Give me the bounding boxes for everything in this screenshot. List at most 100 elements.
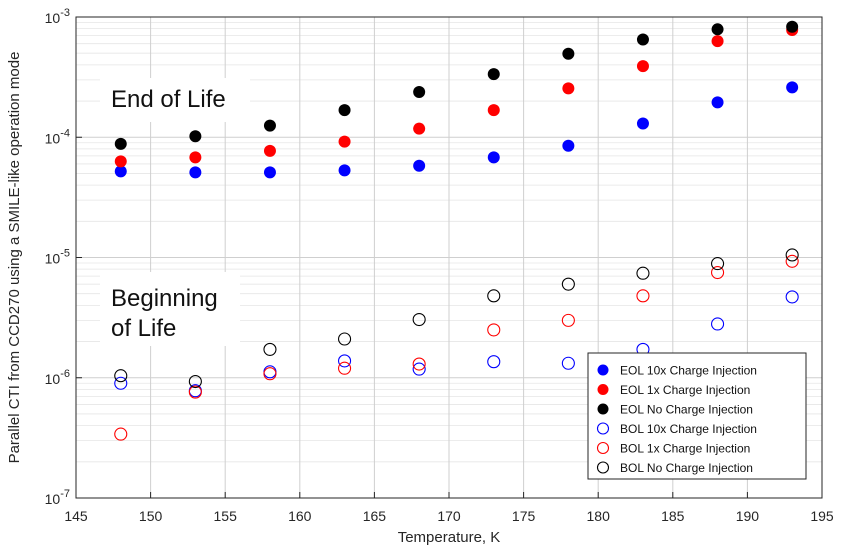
legend-marker: [596, 461, 610, 474]
y-tick-exponent: -5: [60, 248, 70, 260]
data-point: [412, 362, 426, 376]
series-3: [114, 20, 799, 150]
series-1: [114, 81, 799, 179]
y-tick-base: 10: [45, 491, 61, 507]
data-point: [636, 266, 650, 280]
data-point: [188, 374, 202, 389]
legend-marker: [596, 441, 610, 455]
series-6: [114, 248, 799, 389]
data-point: [338, 332, 352, 346]
legend-box: [587, 352, 807, 480]
data-point: [711, 96, 724, 109]
y-tick-label: 10-3: [45, 7, 70, 26]
x-tick-label: 150: [139, 508, 163, 524]
data-point: [711, 23, 724, 36]
data-point: [263, 144, 276, 157]
legend-item: BOL No Charge Injection: [596, 461, 753, 475]
data-point: [188, 385, 202, 399]
data-point: [636, 117, 649, 130]
legend-label: BOL 1x Charge Injection: [620, 442, 750, 456]
legend-label: EOL No Charge Injection: [620, 403, 753, 417]
x-tick-label: 170: [437, 508, 461, 524]
data-point: [785, 248, 799, 262]
legend-item: BOL 1x Charge Injection: [596, 441, 750, 456]
x-axis-label: Temperature, K: [398, 529, 501, 546]
legend-item: EOL 10x Charge Injection: [597, 364, 757, 378]
data-point: [263, 166, 276, 179]
y-tick-base: 10: [45, 371, 61, 387]
data-point: [711, 257, 725, 271]
x-tick-label: 175: [512, 508, 536, 524]
data-point: [338, 104, 351, 117]
y-tick-exponent: -4: [60, 127, 70, 139]
y-tick-base: 10: [45, 130, 61, 146]
data-point: [786, 81, 799, 94]
data-point: [189, 130, 202, 143]
legend-item: EOL No Charge Injection: [597, 403, 753, 417]
y-tick-label: 10-6: [45, 368, 70, 387]
y-axis-label: Parallel CTI from CCD270 using a SMILE-l…: [6, 52, 23, 464]
x-tick-label: 145: [64, 508, 88, 524]
data-point: [114, 165, 127, 178]
x-tick-label: 180: [587, 508, 611, 524]
data-point: [636, 33, 649, 46]
data-point: [636, 60, 649, 73]
data-point: [413, 159, 426, 172]
data-point: [562, 139, 575, 152]
data-point: [561, 356, 575, 370]
annotations: End of Life Beginning of Life: [100, 78, 250, 346]
annotation-background: [100, 272, 240, 346]
y-tick-label: 10-7: [45, 488, 70, 507]
annotation-text: End of Life: [111, 86, 226, 113]
y-tick-label: 10-5: [45, 248, 70, 267]
data-marks: [114, 20, 799, 441]
data-point: [487, 355, 501, 369]
data-point: [711, 35, 724, 48]
x-tick-label: 195: [810, 508, 834, 524]
y-tick-exponent: -7: [60, 488, 70, 500]
data-point: [487, 289, 501, 303]
data-point: [561, 313, 575, 327]
data-point: [114, 427, 128, 441]
data-point: [263, 342, 277, 356]
y-tick-exponent: -3: [60, 7, 70, 19]
data-point: [487, 104, 500, 117]
y-axis-ticks: 10-710-610-510-410-3: [45, 7, 82, 507]
series-4: [114, 290, 799, 398]
x-tick-label: 155: [214, 508, 238, 524]
data-point: [338, 361, 352, 375]
y-tick-base: 10: [45, 251, 61, 267]
legend-label: EOL 1x Charge Injection: [620, 383, 750, 397]
data-point: [413, 122, 426, 135]
legend-label: BOL No Charge Injection: [620, 461, 753, 475]
data-point: [711, 317, 725, 331]
data-point: [562, 82, 575, 95]
data-point: [263, 367, 277, 381]
legend-marker: [597, 403, 609, 415]
legend-item: BOL 10x Charge Injection: [596, 422, 757, 436]
data-point: [562, 47, 575, 60]
y-tick-label: 10-4: [45, 127, 70, 146]
data-point: [785, 254, 799, 268]
data-point: [189, 151, 202, 164]
data-point: [189, 166, 202, 179]
series-2: [114, 23, 799, 168]
series-5: [114, 254, 799, 441]
y-tick-base: 10: [45, 10, 61, 26]
data-point: [561, 277, 575, 291]
data-point: [263, 119, 276, 132]
annotation-background: [100, 78, 250, 122]
x-tick-label: 185: [661, 508, 685, 524]
data-point: [711, 265, 725, 280]
legend-label: EOL 10x Charge Injection: [620, 364, 757, 378]
data-point: [487, 68, 500, 81]
legend-marker: [597, 384, 609, 395]
annotation-text: Beginning: [111, 285, 218, 312]
x-tick-label: 165: [363, 508, 387, 524]
data-point: [114, 376, 128, 390]
legend-marker: [597, 364, 609, 376]
data-point: [114, 155, 127, 168]
data-point: [114, 369, 128, 383]
x-axis-ticks: 145 150 155 160 165 170 175 180 185 190 195: [64, 492, 834, 524]
data-point: [412, 357, 426, 371]
